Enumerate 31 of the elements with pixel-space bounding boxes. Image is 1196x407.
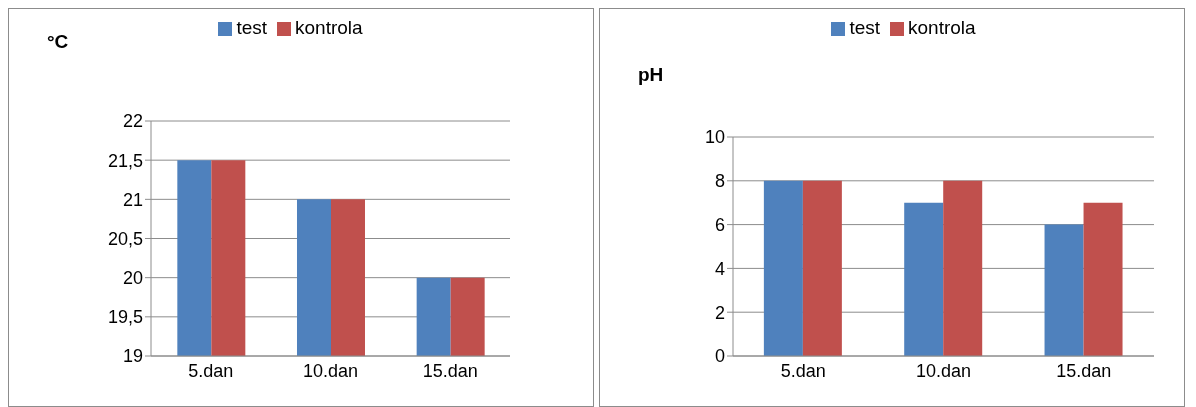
x-tick-label: 15.dan <box>1056 360 1112 381</box>
legend-label: kontrola <box>295 17 363 38</box>
legend-label: test <box>236 17 267 38</box>
x-tick-label: 10.dan <box>302 360 359 381</box>
bar <box>763 180 803 356</box>
bar <box>1044 224 1084 356</box>
y-tick-label: 20,5 <box>107 228 143 249</box>
y-tick-label: 8 <box>714 171 725 192</box>
bar <box>943 180 983 356</box>
y-tick-label: 4 <box>714 258 725 279</box>
y-tick-label: 0 <box>714 346 725 367</box>
y-tick-label: 21,5 <box>107 150 143 171</box>
x-tick-label: 15.dan <box>422 360 478 381</box>
bar <box>904 202 944 356</box>
legend-label: kontrola <box>908 17 976 38</box>
bar <box>1083 202 1123 356</box>
y-tick-label: 6 <box>714 214 725 235</box>
y-tick-label: 2 <box>714 302 725 323</box>
bar <box>802 180 842 356</box>
y-tick-label: 10 <box>704 127 725 148</box>
y-tick-label: 22 <box>122 111 143 132</box>
x-tick-label: 5.dan <box>188 360 234 381</box>
y-tick-label: 19 <box>122 346 143 367</box>
y-tick-label: 20 <box>122 268 143 289</box>
y-axis-title: °C <box>47 31 69 53</box>
x-tick-label: 10.dan <box>915 360 972 381</box>
legend-label: test <box>849 17 880 38</box>
y-tick-label: 19,5 <box>107 307 143 328</box>
x-tick-label: 5.dan <box>780 360 826 381</box>
y-axis-title: pH <box>638 64 664 86</box>
y-tick-label: 21 <box>122 189 143 210</box>
